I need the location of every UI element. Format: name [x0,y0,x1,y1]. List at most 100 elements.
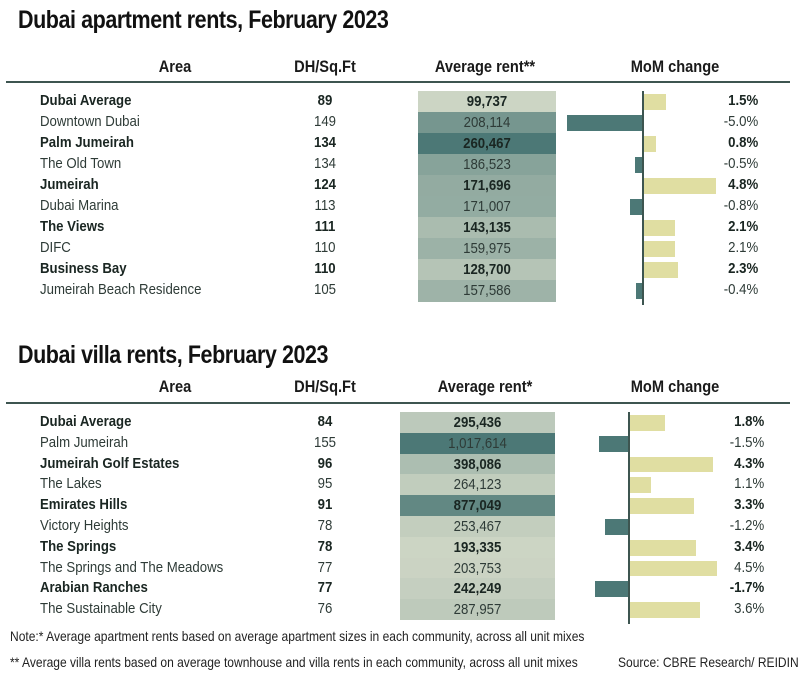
apartment-header-rule [6,81,790,83]
apartment-row-dh: 134 [313,134,337,151]
villa-header-rule [6,402,790,404]
villa-row-dh: 78 [317,517,333,534]
villa-mom-bar [629,560,718,577]
apartment-rent-value: 157,586 [463,282,511,299]
villa-rent-cell: 295,436 [400,412,555,434]
apartment-row-area: DIFC [40,239,71,256]
villa-rent-value: 877,049 [453,497,502,515]
villa-mom-label: 4.5% [733,558,764,576]
villa-mom-bar [629,602,700,618]
apartment-row-area: Downtown Dubai [40,113,140,130]
footnote-villa: ** Average villa rents based on average … [10,654,578,670]
apartment-rent-value: 128,700 [463,261,511,278]
villa-mom-header: MoM change [630,377,720,396]
villa-area-header: Area [158,377,192,396]
apartment-mom-label: -5.0% [723,113,758,130]
apartment-rent-value: 260,467 [463,135,511,152]
villa-rent-cell: 287,957 [400,599,555,621]
villa-mom-bar [629,456,714,473]
villa-rent-value: 264,123 [453,476,502,494]
apartment-mom-label: 0.8% [727,134,758,151]
villa-row-area: Emirates Hills [40,496,128,514]
villa-row-area: The Springs and The Meadows [40,558,224,576]
apartment-row-area: The Old Town [40,155,122,172]
villa-mom-bar [604,519,628,535]
villa-row-dh: 95 [317,475,333,493]
apartment-rent-value: 208,114 [463,114,511,131]
villa-rent-cell: 1,017,614 [400,432,555,455]
apartment-mom-bar [630,199,642,215]
villa-row-area: The Sustainable City [40,600,162,618]
apartment-row-dh: 111 [314,218,336,235]
apartment-rent-cell: 186,523 [418,154,556,176]
apartment-row-area: Dubai Average [40,92,132,109]
villa-rent-cell: 264,123 [400,474,555,496]
villa-mom-bar [629,477,651,494]
apartment-mom-bar [634,157,642,173]
apartment-mom-axis [642,91,644,305]
apartment-mom-label: -0.4% [723,281,758,298]
apartment-mom-label: 2.3% [727,260,758,277]
apartment-rent-cell: 128,700 [418,259,556,281]
apartment-rent-value: 159,975 [463,240,511,257]
villa-row-dh: 91 [317,496,333,514]
apartment-rent-header: Average rent** [434,57,536,76]
apartment-mom-bar [643,220,675,236]
apartment-row-area: Palm Jumeirah [40,134,134,151]
apartment-rent-cell: 171,007 [418,196,556,218]
villa-row-area: Victory Heights [40,517,129,534]
apartment-rent-cell: 143,135 [418,217,556,239]
apartment-rent-value: 99,737 [466,93,508,110]
apartment-mom-bar [636,283,642,299]
apartment-rent-value: 186,523 [463,156,511,173]
apartment-mom-label: 2.1% [727,218,758,235]
villa-rent-value: 1,017,614 [448,434,507,452]
apartment-mom-bar [643,136,656,152]
villa-row-area: Jumeirah Golf Estates [40,454,180,472]
villa-row-dh: 84 [317,413,333,430]
villa-row-dh: 78 [317,537,333,555]
villa-rent-cell: 203,753 [400,557,555,579]
apartment-mom-bar [643,94,666,110]
villa-mom-axis [628,412,630,624]
apartment-row-area: Dubai Marina [40,197,119,214]
villa-mom-bar [629,415,665,431]
villa-row-area: The Lakes [40,475,102,493]
apartment-row-area: Jumeirah [40,176,99,193]
villa-mom-label: 3.6% [733,600,764,618]
apartment-row-dh: 149 [313,113,337,130]
apartment-mom-bar [643,262,678,278]
apartment-mom-label: 1.5% [727,92,758,109]
apartment-mom-label: 2.1% [727,239,758,256]
apartment-row-dh: 105 [313,281,337,298]
villa-rent-value: 287,957 [453,601,502,619]
villa-row-dh: 76 [317,600,333,618]
apartment-row-dh: 110 [314,260,336,277]
apartment-area-header: Area [158,57,192,76]
apartment-row-dh: 134 [313,155,337,172]
apartment-mom-bar [643,178,716,194]
villa-rent-cell: 398,086 [400,453,555,475]
apartment-row-dh: 110 [314,239,336,256]
villa-rent-value: 253,467 [453,518,502,535]
villa-row-area: The Springs [40,537,117,555]
villa-row-dh: 155 [313,433,337,451]
apartment-mom-label: 4.8% [727,176,758,193]
apartment-mom-bar [643,241,675,257]
villa-rent-value: 203,753 [453,559,502,577]
apartment-dh-header: DH/Sq.Ft [294,57,356,76]
apartment-row-area: Jumeirah Beach Residence [40,281,202,298]
apartment-row-area: Business Bay [40,260,127,277]
apartment-mom-label: -0.5% [723,155,758,172]
apartment-rent-value: 171,007 [463,198,511,215]
villa-mom-label: 3.3% [733,496,764,514]
villa-mom-label: 1.1% [733,475,764,493]
apartment-rent-value: 143,135 [463,219,511,236]
villa-rent-cell: 877,049 [400,495,555,517]
apartment-rent-cell: 99,737 [418,91,556,113]
villa-mom-bar [629,539,696,556]
apartment-rent-value: 171,696 [463,177,511,194]
villa-rent-cell: 242,249 [400,578,555,600]
footnote-apartment: Note:* Average apartment rents based on … [10,628,585,644]
villa-mom-label: 1.8% [733,413,764,430]
